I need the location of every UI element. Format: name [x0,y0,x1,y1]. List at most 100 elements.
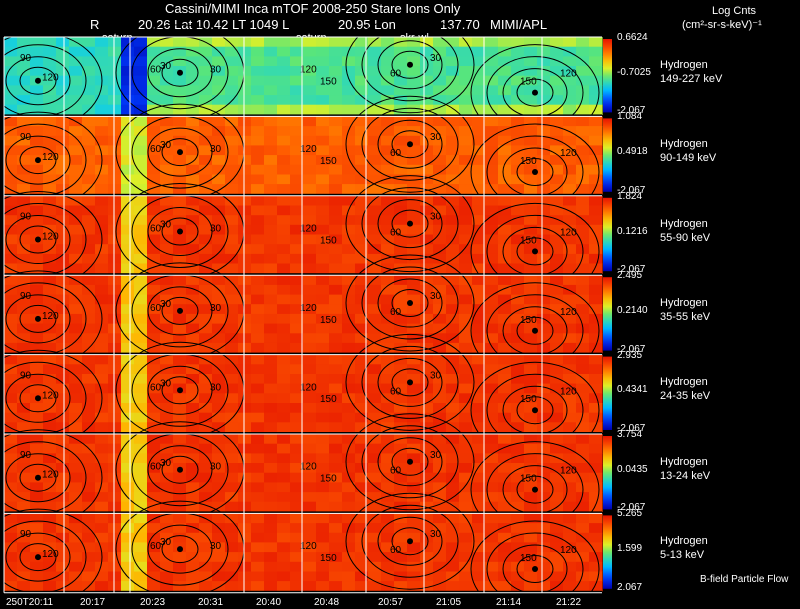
heatmap-cell [355,85,369,96]
heatmap-cell [459,95,473,106]
heatmap-cell [485,304,499,315]
heatmap-cell [563,294,577,305]
heatmap-cell [576,37,590,48]
heatmap-cell [251,364,265,375]
heatmap-cell [550,482,564,493]
heatmap-cell [342,542,356,553]
heatmap-cell [433,284,447,296]
contour-label: 30 [210,144,222,155]
heatmap-cell [121,304,135,315]
heatmap-cell [17,313,31,325]
heatmap-cell [186,323,200,334]
heatmap-cell [95,492,109,503]
heatmap-cell [472,422,486,433]
heatmap-cell [342,46,356,57]
heatmap-cell [121,561,135,573]
heatmap-cell [160,46,174,57]
heatmap-cell [446,263,460,274]
heatmap-cell [277,155,291,166]
heatmap-cell [186,46,200,57]
heatmap-cell [329,234,343,245]
heatmap-cell [147,422,161,433]
heatmap-cell [69,284,83,296]
heatmap-cell [95,85,109,96]
heatmap-cell [186,374,200,385]
heatmap-cell [173,453,187,464]
heatmap-cell [225,364,239,375]
heatmap-cell [381,492,395,503]
heatmap-cell [82,412,96,423]
heatmap-cell [160,323,174,334]
contour-line [377,119,443,169]
heatmap-cell [511,374,525,385]
colorbar [603,277,612,351]
heatmap-cell [303,453,317,464]
heatmap-cell [524,37,538,48]
heatmap-cell [498,443,512,454]
heatmap-cell [511,383,525,394]
heatmap-cell [368,571,382,582]
heatmap-cell [511,313,525,325]
heatmap-cell [589,374,603,385]
heatmap-cell [147,523,161,534]
heatmap-cell [134,333,148,344]
units-label: (cm²-sr-s-keV)⁻¹ [682,19,762,31]
heatmap-cell [108,56,122,67]
colorbar-min-label: -2.067 [617,105,646,116]
heatmap-cell [225,253,239,265]
heatmap-cell [30,561,44,573]
heatmap-cell [524,552,538,563]
heatmap-cell [485,275,499,286]
heatmap-cell [69,561,83,573]
heatmap-cell [69,443,83,454]
heatmap-cell [511,571,525,582]
heatmap-cell [550,294,564,305]
heatmap-cell [251,205,265,216]
heatmap-cell [368,215,382,226]
heatmap-cell [56,523,70,534]
heatmap-cell [95,443,109,454]
heatmap-cell [30,37,44,48]
contour-label: 120 [42,152,59,163]
contour-line [161,296,199,325]
contour-line [147,445,213,495]
heatmap-cell [368,145,382,156]
heatmap-cell [576,205,590,216]
heatmap-cell [524,224,538,236]
heatmap-cell [121,104,135,115]
heatmap-cell [498,323,512,334]
heatmap-cell [498,135,512,147]
heatmap-cell [186,95,200,106]
contour-label: 120 [560,228,577,239]
heatmap-cell [264,383,278,394]
heatmap-cell [134,75,148,86]
heatmap-cell [290,333,304,344]
heatmap-cell [225,542,239,553]
heatmap-cell [238,552,252,563]
heatmap-cell [550,532,564,544]
heatmap-cell [212,532,226,544]
heatmap-cell [472,234,486,245]
heatmap-cell [56,294,70,305]
contour-line [161,217,199,246]
flow-center-dot [532,89,538,96]
heatmap-cell [134,234,148,245]
heatmap-cell [329,205,343,216]
heatmap-cell [524,184,538,195]
heatmap-cell [225,174,239,185]
contour-label: 150 [520,156,537,167]
heatmap-cell [433,126,447,137]
heatmap-cell [316,463,330,474]
heatmap-cell [199,542,213,553]
heatmap-cell [394,463,408,474]
contour-label: 120 [300,144,317,155]
heatmap-cell [433,374,447,385]
heatmap-cell [277,95,291,106]
colorbar-max-label: 5.265 [617,508,643,519]
heatmap-cell [342,313,356,325]
contour-line [147,127,213,177]
heatmap-cell [212,224,226,236]
heatmap-cell [563,56,577,67]
heatmap-cell [160,463,174,474]
heatmap-cell [303,126,317,137]
